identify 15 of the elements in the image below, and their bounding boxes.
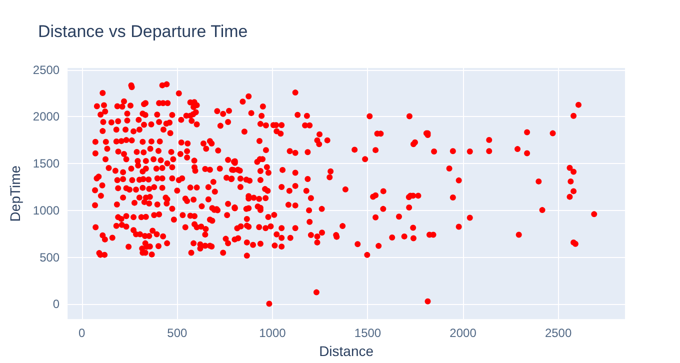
y-tick-label: 2500 (32, 62, 60, 77)
y-tick-label: 1500 (32, 156, 60, 171)
y-tick-label: 2000 (32, 110, 60, 124)
y-tick-label: 500 (40, 250, 60, 264)
x-tick-label: 1000 (259, 326, 286, 340)
chart-title: Distance vs Departure Time (38, 22, 248, 41)
x-tick-label: 2500 (544, 326, 572, 340)
y-tick-label: 1000 (32, 203, 60, 218)
y-tick-label: 0 (52, 297, 60, 312)
x-axis-title: Distance (319, 343, 374, 359)
y-axis-title: DepTime (7, 165, 23, 222)
x-tick-label: 1500 (354, 326, 382, 340)
x-tick-label: 500 (167, 326, 188, 340)
x-tick-label: 2000 (450, 326, 477, 340)
x-tick-label: 0 (78, 326, 86, 340)
